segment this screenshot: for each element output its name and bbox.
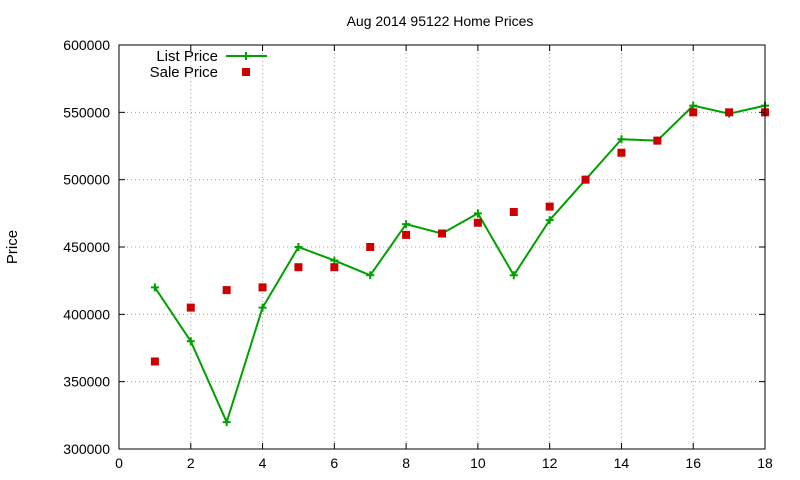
chart-title: Aug 2014 95122 Home Prices <box>347 13 534 29</box>
y-axis-label: Price <box>4 230 21 264</box>
x-tick-label: 12 <box>542 455 558 471</box>
list-price-point <box>473 209 482 218</box>
list-price-point <box>186 337 195 346</box>
list-price-point <box>402 220 411 229</box>
list-price-point <box>366 271 375 280</box>
y-tick-label: 500000 <box>63 172 110 188</box>
y-tick-label: 550000 <box>63 104 110 120</box>
sale-price-point <box>150 357 159 366</box>
list-price-line <box>154 104 766 424</box>
x-tick-label: 6 <box>330 455 338 471</box>
x-tick-label: 4 <box>259 455 267 471</box>
axis-ticks: 0 2 4 6 8 10 12 14 16 18 300000 350000 400000 450000 5… <box>63 37 773 471</box>
x-tick-label: 8 <box>402 455 410 471</box>
sale-price-point <box>545 202 554 211</box>
sale-price-point <box>438 229 446 238</box>
x-tick-label: 16 <box>685 455 701 471</box>
sale-price-point <box>689 108 698 117</box>
sale-price-point <box>402 230 411 239</box>
legend-label-sale-price: Sale Price <box>150 64 218 81</box>
legend-marker-sale-price <box>242 68 250 76</box>
legend-marker-list-price <box>242 52 250 60</box>
gridlines <box>119 45 765 449</box>
list-price-point <box>222 418 231 427</box>
sale-price-point <box>509 207 518 216</box>
sale-price-point <box>473 218 482 227</box>
x-tick-label: 10 <box>470 455 486 471</box>
list-price-point <box>617 135 626 144</box>
legend-label-list-price: List Price <box>156 48 218 65</box>
x-tick-label: 18 <box>757 455 773 471</box>
sale-price-point <box>653 136 662 145</box>
sale-price-point <box>186 303 195 312</box>
sale-price-point <box>294 263 303 272</box>
y-tick-label: 400000 <box>63 306 110 322</box>
y-tick-label: 600000 <box>63 37 110 53</box>
list-price-point <box>294 243 303 251</box>
sale-price-point <box>581 175 590 184</box>
list-price-point <box>689 101 698 110</box>
list-price-point <box>330 256 339 265</box>
sale-price-point <box>258 283 267 292</box>
sale-price-point <box>725 108 734 117</box>
x-tick-label: 0 <box>115 455 123 471</box>
x-tick-label: 14 <box>614 455 630 471</box>
sale-price-point <box>366 243 375 251</box>
y-tick-label: 450000 <box>63 239 110 255</box>
sale-price-point <box>330 263 339 272</box>
y-tick-label: 300000 <box>63 441 110 457</box>
x-tick-label: 2 <box>187 455 195 471</box>
list-price-point <box>258 303 267 312</box>
y-tick-label: 350000 <box>63 374 110 390</box>
list-price-point <box>509 271 518 280</box>
list-price-point <box>545 216 554 225</box>
sale-price-point <box>222 286 231 295</box>
list-price-point <box>150 283 159 292</box>
sale-price-point <box>617 148 626 157</box>
